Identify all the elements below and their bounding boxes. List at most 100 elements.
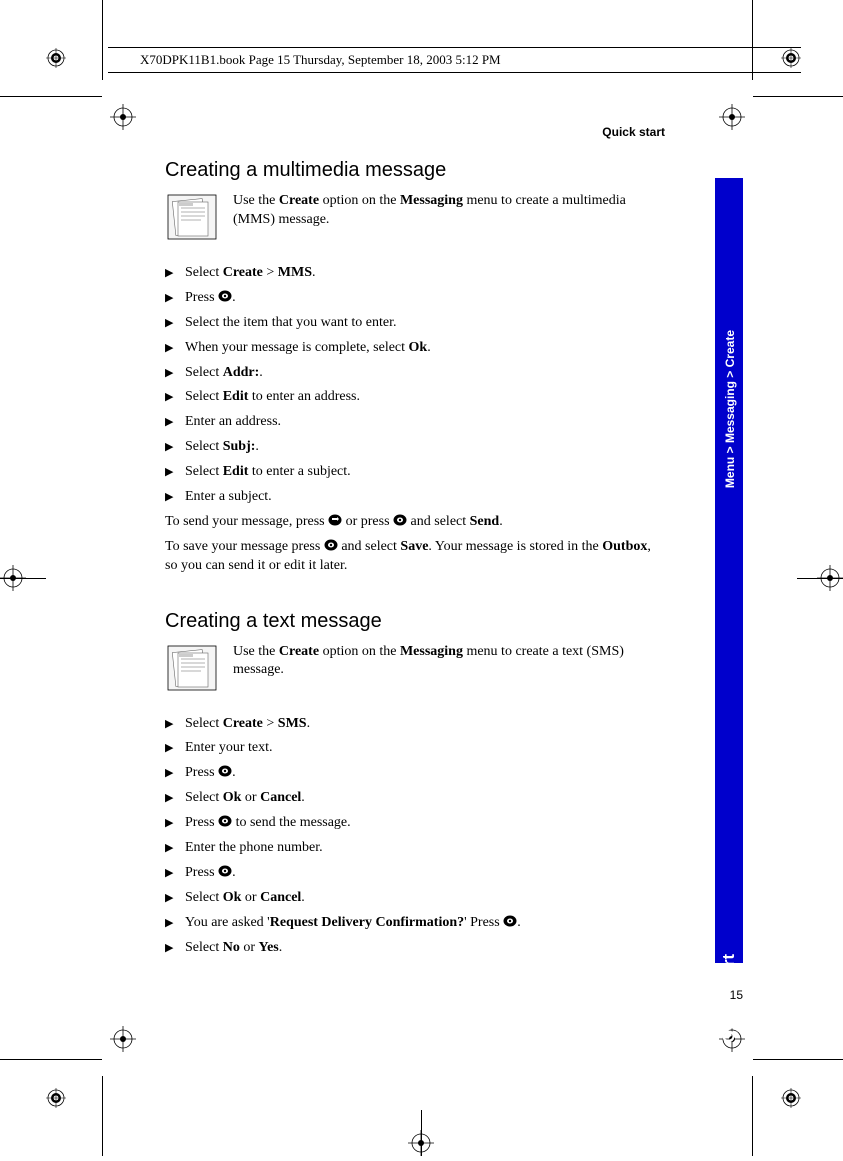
step-text: Select	[185, 464, 223, 479]
step-bold: Addr:	[223, 365, 260, 380]
step-bold: Request Delivery Confirmation?	[270, 915, 464, 930]
step-bold: Yes	[259, 940, 279, 955]
crop-line	[0, 96, 102, 97]
intro-text-bold: Create	[279, 193, 319, 208]
crop-line	[753, 1059, 843, 1060]
crop-target-icon	[0, 565, 26, 591]
crop-line	[102, 1076, 103, 1156]
step-text: to send the message.	[232, 815, 351, 830]
step-text: You are asked '	[185, 915, 270, 930]
crop-target-icon	[719, 104, 745, 130]
list-item: Enter the phone number.	[165, 839, 665, 858]
list-item: Enter a subject.	[165, 488, 665, 507]
step-text: .	[517, 915, 521, 930]
step-text: or	[240, 940, 259, 955]
para-text: or press	[342, 514, 393, 529]
list-item: Select Edit to enter a subject.	[165, 463, 665, 482]
step-text: Select	[185, 365, 223, 380]
step-bold: Cancel	[260, 890, 301, 905]
list-item: Press .	[165, 864, 665, 883]
registration-mark-icon	[46, 48, 66, 68]
crop-target-icon	[110, 104, 136, 130]
message-stack-icon	[165, 192, 219, 242]
step-bold: Ok	[409, 340, 428, 355]
para-bold: Send	[470, 514, 500, 529]
crop-line	[752, 0, 753, 80]
list-item: Select Subj:.	[165, 438, 665, 457]
intro-text-part: option on the	[319, 644, 400, 659]
step-bold: Ok	[223, 890, 242, 905]
list-item: Select No or Yes.	[165, 939, 665, 958]
list-item: Press .	[165, 289, 665, 308]
nav-key-icon	[218, 865, 232, 877]
nav-key-icon	[393, 514, 407, 526]
step-text: or	[241, 890, 260, 905]
step-text: Select	[185, 265, 223, 280]
list-item: Select Ok or Cancel.	[165, 889, 665, 908]
page-content: Creating a multimedia message Use the Cr…	[165, 125, 665, 963]
step-text: .	[232, 290, 236, 305]
intro-text-bold: Create	[279, 644, 319, 659]
nav-key-icon	[218, 290, 232, 302]
step-bold: MMS	[278, 265, 312, 280]
header-file-info: X70DPK11B1.book Page 15 Thursday, Septem…	[140, 52, 501, 68]
nav-key-icon	[218, 815, 232, 827]
page-number: 15	[730, 988, 743, 1002]
send-key-icon	[328, 514, 342, 526]
list-item: Select the item that you want to enter.	[165, 314, 665, 333]
step-text: .	[301, 790, 305, 805]
step-text: Select	[185, 890, 223, 905]
crop-line	[0, 1059, 102, 1060]
step-bold: Subj:	[223, 439, 256, 454]
list-item: Select Create > MMS.	[165, 264, 665, 283]
step-bold: Create	[223, 716, 263, 731]
crop-line	[753, 96, 843, 97]
step-text: to enter an address.	[248, 389, 360, 404]
step-text: .	[232, 865, 236, 880]
intro-text: Use the Create option on the Messaging m…	[233, 192, 665, 242]
list-item: Enter your text.	[165, 739, 665, 758]
nav-key-icon	[503, 915, 517, 927]
step-bold: Create	[223, 265, 263, 280]
intro-text: Use the Create option on the Messaging m…	[233, 643, 665, 693]
sms-steps: Select Create > SMS. Enter your text. Pr…	[165, 715, 665, 958]
registration-mark-icon	[46, 1088, 66, 1108]
step-text: Select	[185, 389, 223, 404]
step-text: Press	[185, 865, 218, 880]
mms-steps: Select Create > MMS. Press . Select the …	[165, 264, 665, 507]
step-text: .	[301, 890, 305, 905]
step-bold: Ok	[223, 790, 242, 805]
step-text: ' Press	[464, 915, 503, 930]
crop-line	[102, 0, 103, 80]
step-text: Select	[185, 439, 223, 454]
intro-block: Use the Create option on the Messaging m…	[165, 192, 665, 242]
step-bold: Cancel	[260, 790, 301, 805]
para-bold: Outbox	[602, 539, 647, 554]
intro-text-part: Use the	[233, 644, 279, 659]
section-title-mms: Creating a multimedia message	[165, 159, 665, 182]
step-text: Press	[185, 765, 218, 780]
intro-text-part: Use the	[233, 193, 279, 208]
section-title-sms: Creating a text message	[165, 610, 665, 633]
step-text: Select	[185, 940, 223, 955]
step-text: to enter a subject.	[248, 464, 350, 479]
message-stack-icon	[165, 643, 219, 693]
para-text: . Your message is stored in the	[428, 539, 602, 554]
step-text: .	[312, 265, 316, 280]
list-item: Enter an address.	[165, 413, 665, 432]
list-item: You are asked 'Request Delivery Confirma…	[165, 914, 665, 933]
step-text: .	[307, 716, 311, 731]
list-item: Select Addr:.	[165, 364, 665, 383]
paragraph: To save your message press and select Sa…	[165, 538, 665, 576]
para-text: and select	[338, 539, 401, 554]
list-item: When your message is complete, select Ok…	[165, 339, 665, 358]
step-text: .	[279, 940, 283, 955]
step-bold: Edit	[223, 389, 249, 404]
header-rule	[108, 47, 801, 48]
intro-block: Use the Create option on the Messaging m…	[165, 643, 665, 693]
list-item: Select Create > SMS.	[165, 715, 665, 734]
para-text: To save your message press	[165, 539, 324, 554]
crop-target-icon	[110, 1026, 136, 1052]
step-text: Select	[185, 716, 223, 731]
registration-mark-icon	[781, 1088, 801, 1108]
